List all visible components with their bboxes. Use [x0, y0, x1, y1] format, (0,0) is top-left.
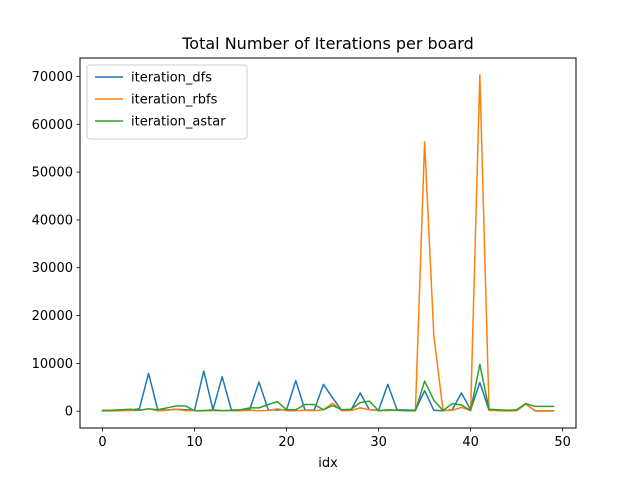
y-tick-label: 20000 — [32, 309, 73, 324]
y-tick-label: 0 — [65, 405, 73, 420]
chart-title: Total Number of Iterations per board — [181, 34, 473, 53]
legend-label: iteration_dfs — [131, 71, 212, 86]
x-tick-label: 50 — [554, 435, 571, 450]
y-tick-label: 10000 — [32, 357, 73, 372]
x-axis-label: idx — [318, 456, 338, 471]
x-tick-label: 40 — [462, 435, 479, 450]
x-tick-label: 0 — [98, 435, 106, 450]
x-tick-label: 20 — [278, 435, 295, 450]
series-lines — [101, 74, 555, 412]
y-axis-ticks: 0 10000 20000 30000 40000 50000 60000 70000 — [32, 70, 80, 420]
y-tick-label: 50000 — [32, 166, 73, 181]
legend: iteration_dfs iteration_rbfs iteration_ast… — [86, 64, 248, 140]
y-tick-label: 70000 — [32, 70, 73, 85]
legend-label: iteration_rbfs — [131, 93, 218, 108]
legend-label: iteration_astar — [131, 115, 226, 130]
x-axis-ticks: 0 10 20 30 40 50 — [98, 428, 571, 450]
plot-frame — [79, 57, 577, 429]
series-line-iteration-rbfs — [101, 74, 555, 412]
y-tick-label: 60000 — [32, 118, 73, 133]
y-tick-label: 30000 — [32, 261, 73, 276]
y-tick-label: 40000 — [32, 213, 73, 228]
series-line-iteration-astar — [101, 363, 555, 412]
x-tick-label: 10 — [186, 435, 203, 450]
legend-box — [86, 64, 248, 140]
x-tick-label: 30 — [370, 435, 387, 450]
